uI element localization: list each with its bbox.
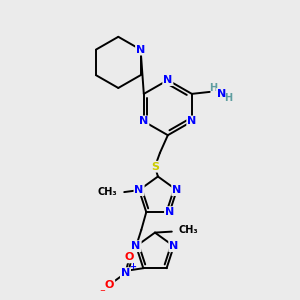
- Text: H: H: [210, 83, 218, 93]
- Text: S: S: [151, 162, 159, 172]
- Text: CH₃: CH₃: [98, 187, 117, 197]
- Text: N: N: [172, 185, 182, 195]
- Text: N: N: [187, 116, 196, 126]
- Text: ⁻: ⁻: [99, 288, 105, 298]
- Text: N: N: [134, 185, 144, 195]
- Text: N: N: [163, 75, 172, 85]
- Text: O: O: [105, 280, 114, 290]
- Text: N: N: [136, 45, 145, 55]
- Text: CH₃: CH₃: [179, 225, 198, 235]
- Text: N: N: [165, 207, 174, 217]
- Text: N: N: [139, 116, 148, 126]
- Text: H: H: [224, 93, 232, 103]
- Text: N: N: [217, 89, 226, 99]
- Text: +: +: [129, 262, 136, 271]
- Text: N: N: [169, 241, 178, 251]
- Text: O: O: [125, 252, 134, 262]
- Text: N: N: [121, 268, 130, 278]
- Text: N: N: [131, 241, 141, 251]
